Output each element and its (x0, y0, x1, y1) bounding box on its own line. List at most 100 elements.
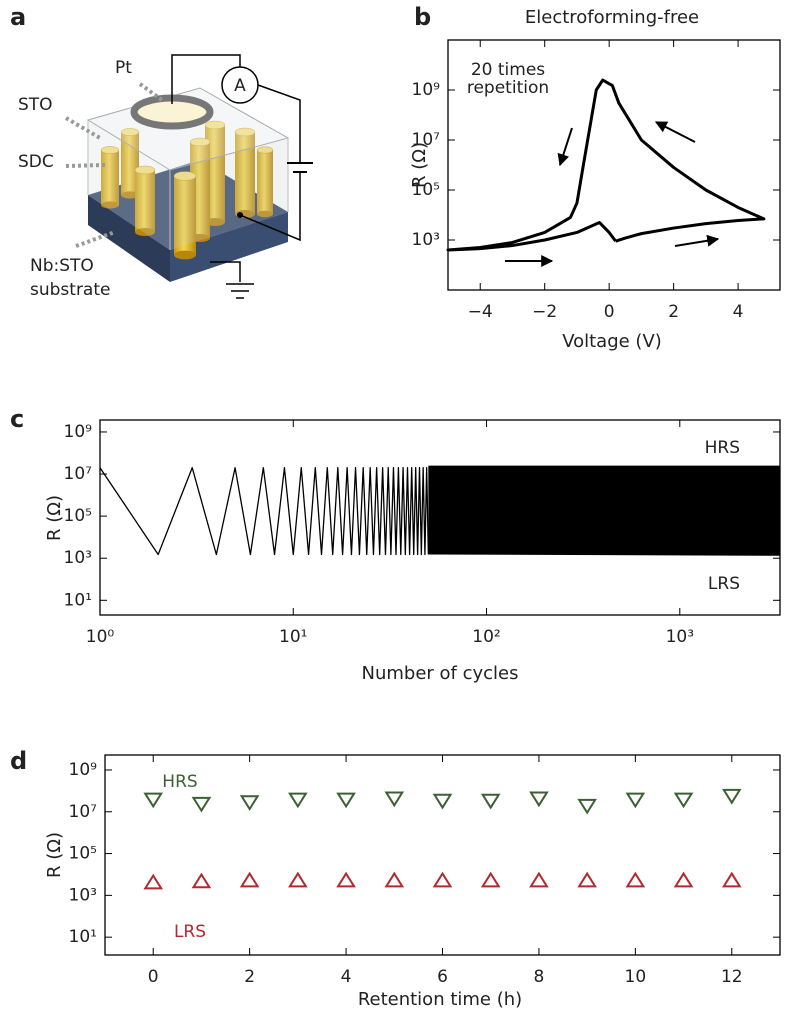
pillar (257, 150, 273, 214)
x-tick-label: 4 (733, 302, 744, 322)
y-tick-label: 10¹ (69, 927, 97, 947)
y-tick-label: 10⁵ (69, 844, 97, 864)
substrate-side (88, 195, 170, 282)
marker (432, 793, 453, 810)
pillar-top (189, 137, 211, 147)
y-tick-label: 10⁹ (69, 760, 98, 780)
schematic-label: substrate (30, 280, 110, 300)
pillar-base (121, 191, 139, 199)
wire (171, 54, 241, 104)
marker (529, 791, 549, 808)
marker (480, 871, 501, 888)
marker (529, 871, 549, 888)
marker (432, 871, 453, 888)
x-tick-label: 6 (437, 967, 448, 987)
wire (257, 84, 301, 163)
pillar-top (100, 146, 120, 154)
y-tick-label: 10³ (64, 548, 92, 568)
x-tick-label: 2 (668, 302, 679, 322)
schematic-label: STO (18, 95, 53, 115)
marker (721, 871, 742, 888)
x-tick-label: 2 (244, 967, 255, 987)
marker (288, 792, 308, 809)
schematic-label: Nb:STO (30, 256, 94, 276)
marker (288, 871, 308, 888)
panel-label: d (10, 747, 27, 775)
marker (673, 792, 694, 809)
pillar (135, 170, 155, 232)
marker (384, 871, 405, 888)
marker (239, 871, 260, 888)
contact (237, 212, 243, 218)
plot-frame (104, 754, 781, 956)
marker (239, 795, 260, 811)
pillar (174, 176, 196, 255)
marker (673, 871, 694, 888)
x-tick-label: 4 (341, 967, 352, 987)
x-tick-label: 10⁰ (86, 627, 115, 647)
pillar-top (256, 146, 274, 154)
pillar (121, 132, 139, 195)
schematic-label: Pt (115, 58, 132, 78)
marker (721, 788, 742, 805)
x-tick-label: 10² (472, 627, 500, 647)
panel-label: c (10, 405, 24, 433)
x-tick-label: −2 (532, 302, 557, 322)
data-line (446, 78, 766, 252)
leader (138, 82, 164, 102)
plot-frame (447, 39, 781, 291)
y-tick-label: 10⁵ (64, 506, 92, 526)
marker (336, 871, 356, 888)
marker (143, 792, 164, 809)
leader (75, 230, 116, 248)
x-tick-label: −4 (468, 302, 493, 322)
device-schematic: A Pt STO SDC Nb:STO substrate (18, 54, 313, 300)
marker (384, 791, 405, 808)
marker (625, 792, 646, 809)
pillar-top (234, 127, 256, 137)
x-axis-label: Voltage (V) (562, 331, 662, 352)
schematic-label: SDC (18, 152, 54, 172)
marker (191, 796, 212, 813)
marker (577, 798, 597, 815)
sto-side (88, 120, 170, 250)
chart-title: Electroforming-free (525, 7, 699, 28)
y-tick-label: 10⁵ (412, 180, 440, 200)
series-label: HRS (162, 772, 197, 792)
pillar-base (174, 250, 196, 260)
sweep-arrows (505, 121, 720, 267)
wire (239, 172, 301, 242)
pillar-top (204, 120, 226, 130)
x-tick-label: 0 (604, 302, 615, 322)
annotation: 20 times (471, 60, 545, 80)
x-tick-label: 8 (534, 967, 545, 987)
y-tick-label: 10⁹ (412, 80, 441, 100)
ammeter-label: A (234, 76, 246, 96)
y-axis-label: R (Ω) (44, 495, 65, 541)
x-tick-label: 10 (625, 967, 647, 987)
y-tick-label: 10³ (69, 885, 97, 905)
marker (625, 871, 646, 888)
x-tick-label: 10³ (666, 627, 694, 647)
marker (191, 872, 212, 889)
pillar (101, 150, 119, 205)
series-label: LRS (174, 922, 206, 942)
dense-band (428, 465, 780, 556)
marker (336, 792, 356, 809)
wire (210, 261, 241, 282)
arrow (557, 127, 573, 167)
sto-side (170, 138, 288, 250)
substrate-side (170, 212, 288, 282)
leader (64, 116, 102, 140)
marker (480, 793, 501, 810)
y-axis-label: R (Ω) (44, 832, 65, 878)
panel-label: b (414, 3, 431, 31)
marker (143, 873, 164, 890)
y-tick-label: 10⁷ (64, 464, 93, 484)
pillar-top (173, 171, 197, 181)
annotation: HRS (705, 438, 740, 458)
panel-label: a (10, 3, 26, 31)
arrow (654, 121, 696, 143)
data-line (99, 467, 429, 556)
